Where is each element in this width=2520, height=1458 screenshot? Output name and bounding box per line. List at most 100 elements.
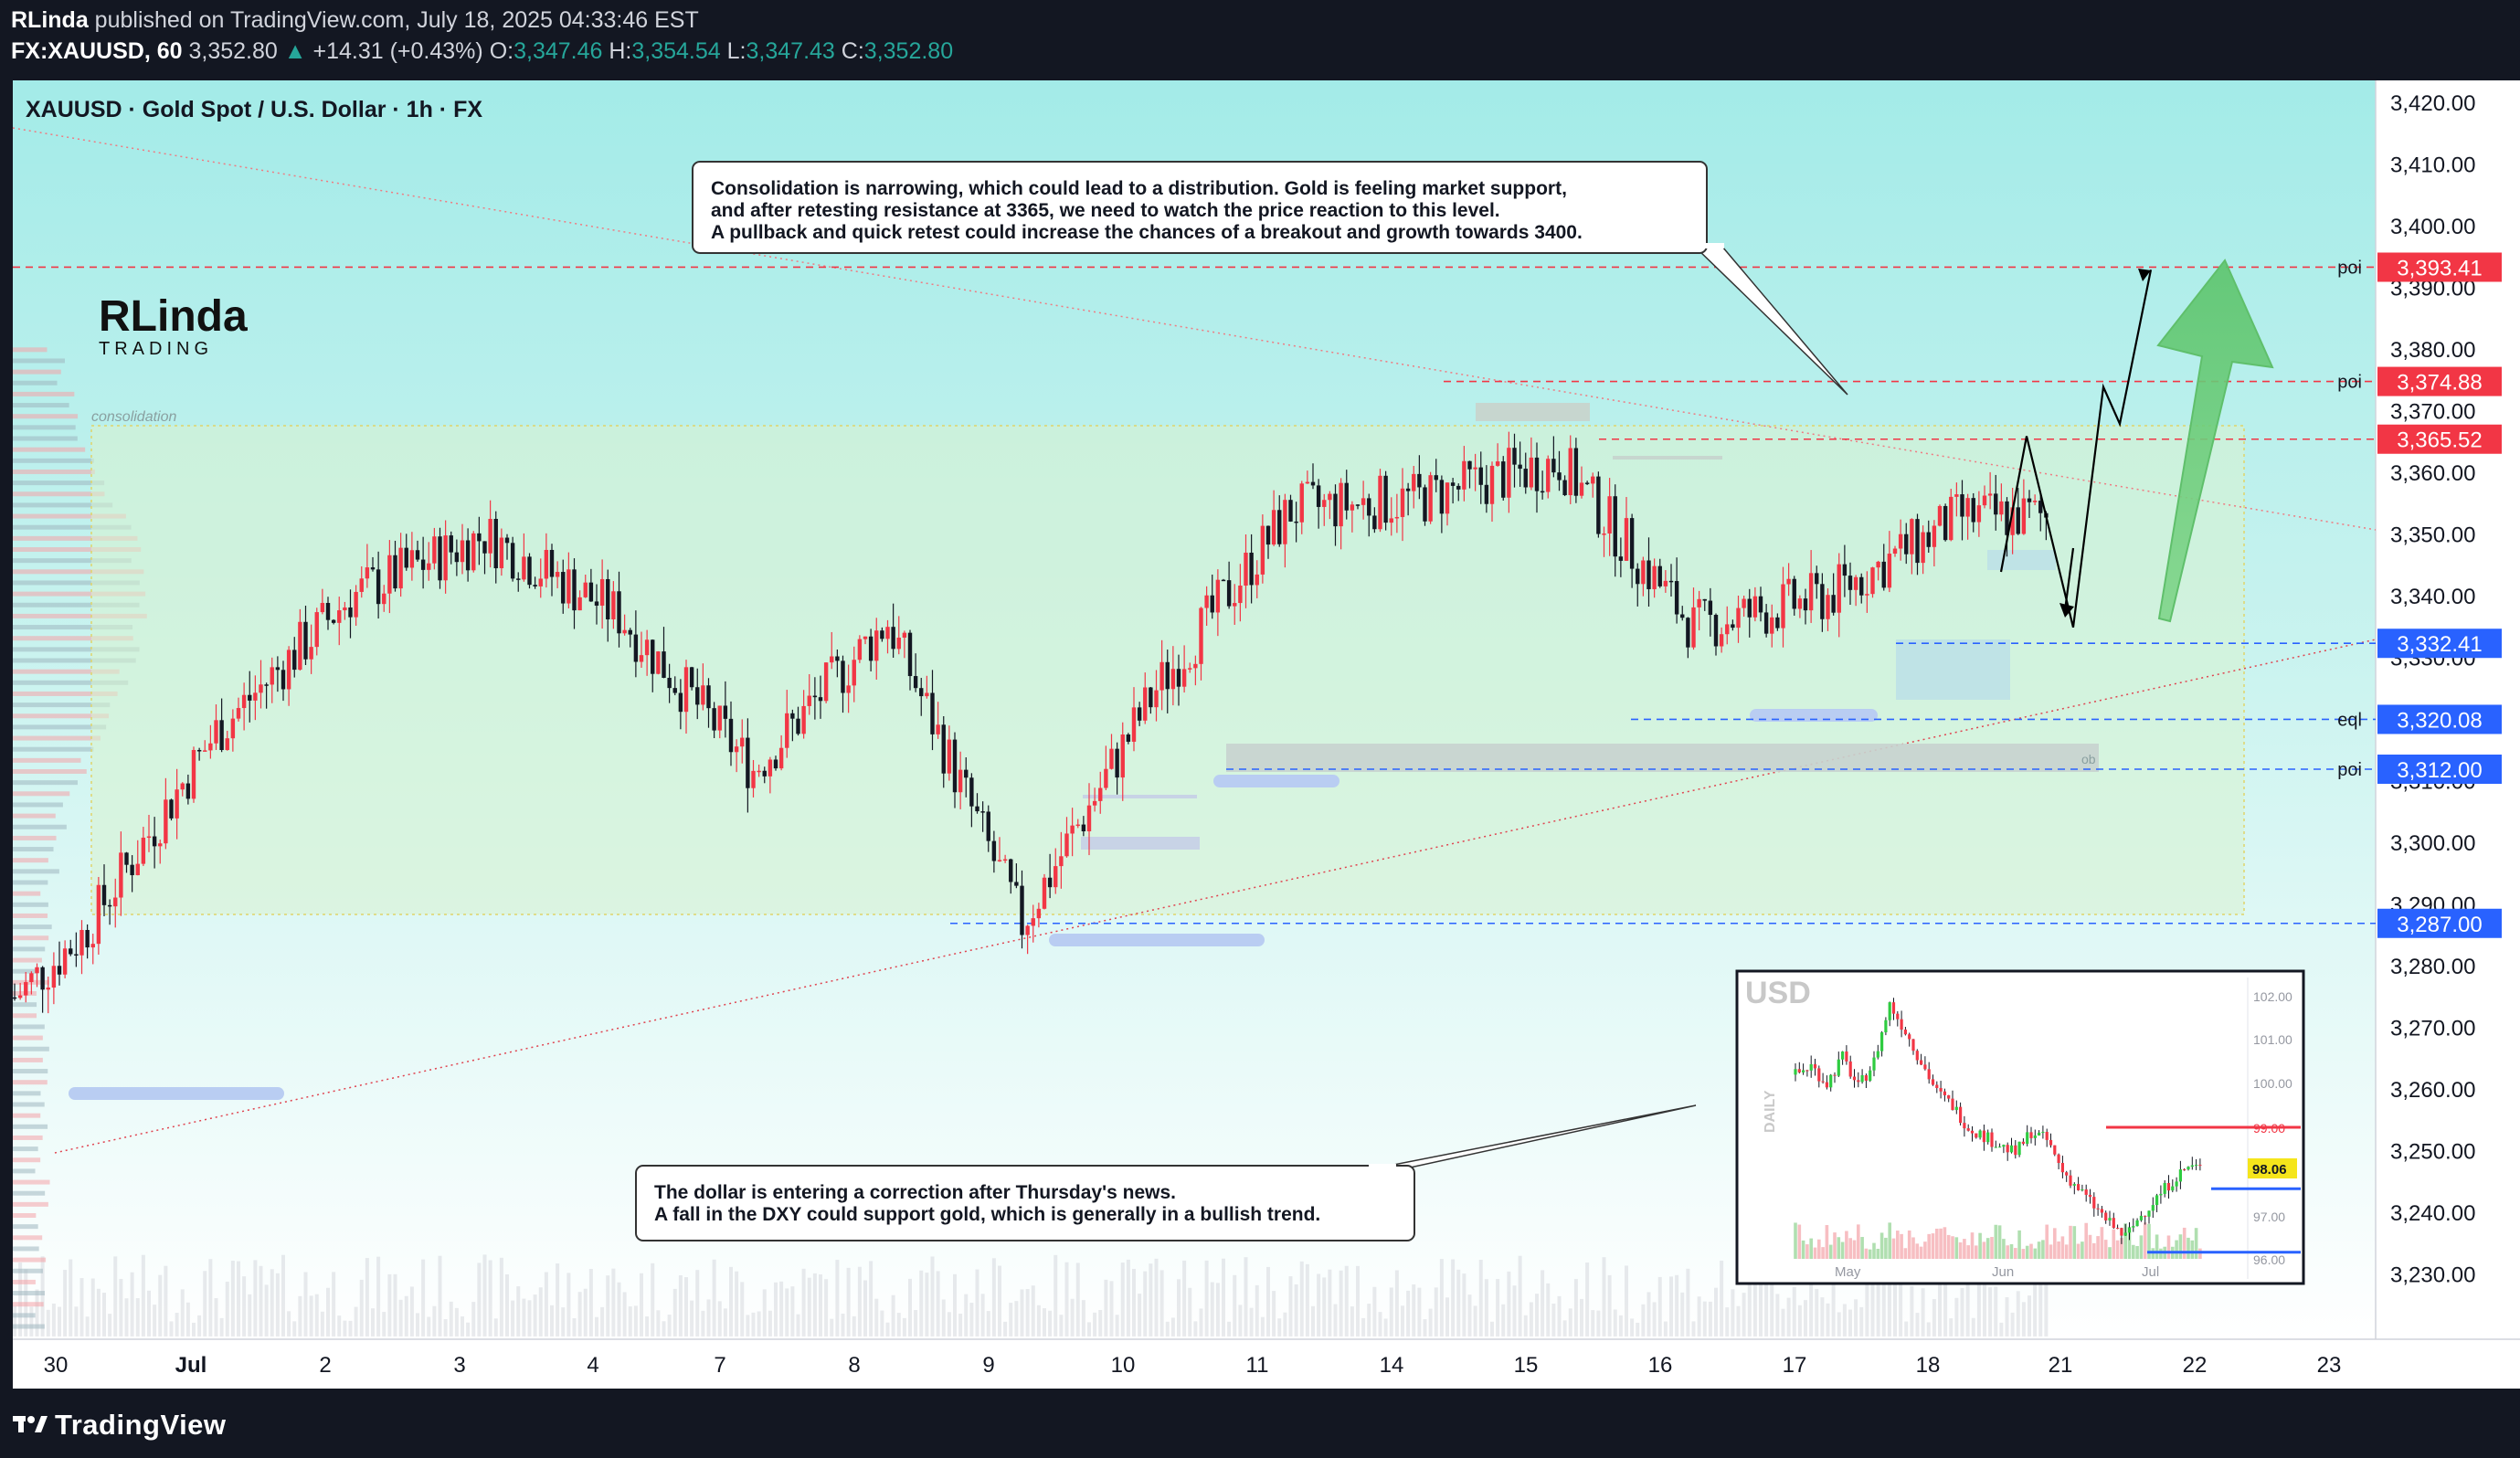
inset-volume-bar xyxy=(2069,1225,2072,1259)
dxy-inset-chart[interactable]: USD DAILY 102.00 101.00 100.00 99.00 97.… xyxy=(1735,969,2305,1285)
candle-body xyxy=(1820,584,1825,619)
candle-body xyxy=(941,724,946,774)
volume-bar xyxy=(1188,1287,1192,1336)
candle-body xyxy=(857,639,863,660)
inset-volume-bar xyxy=(2186,1237,2190,1259)
candle-body xyxy=(1921,532,1925,564)
inset-volume-bar xyxy=(1907,1230,1911,1259)
ascending-trendline[interactable] xyxy=(54,639,2377,1154)
candle-body xyxy=(2005,501,2009,535)
volume-bar xyxy=(46,1309,50,1336)
inset-candle xyxy=(2120,1228,2123,1236)
forecast-path[interactable] xyxy=(1999,269,2153,629)
symbol-name[interactable]: FX:XAUUSD, 60 xyxy=(11,38,183,64)
candle-body xyxy=(309,647,313,660)
candle-body xyxy=(180,783,185,790)
chart-svg[interactable]: consolidation ob 3,230.00 3,240.00 3,250.0… xyxy=(0,80,2520,1389)
candle-body xyxy=(1316,485,1321,507)
volume-bar xyxy=(1764,1276,1769,1336)
bullish-arrow[interactable] xyxy=(2156,259,2274,623)
inset-candle xyxy=(1963,1123,1966,1129)
inset-tick: 102.00 xyxy=(2253,989,2292,1004)
volume-bar xyxy=(1507,1271,1511,1336)
zone-blue-thin-2[interactable] xyxy=(1081,837,1200,850)
candle-body xyxy=(572,569,577,611)
zone-lightblue-1[interactable] xyxy=(1896,639,2010,700)
bottom-callout[interactable]: The dollar is entering a correction afte… xyxy=(635,1104,1697,1241)
liquidity-bar-4[interactable] xyxy=(1750,709,1878,722)
volume-bar xyxy=(1227,1321,1232,1336)
zone-blue-thin-1[interactable] xyxy=(1083,795,1197,798)
candle-body xyxy=(264,684,269,686)
zone-top-grey[interactable] xyxy=(1476,403,1590,421)
volume-bar xyxy=(695,1270,700,1336)
volume-bar xyxy=(1657,1276,1662,1336)
level-tag: eql xyxy=(2337,710,2362,730)
volume-bar xyxy=(1260,1316,1265,1336)
zone-poi-3312[interactable] xyxy=(1226,744,2099,772)
candle-body xyxy=(695,687,700,705)
candle-body xyxy=(880,630,884,639)
zone-lightblue-2[interactable] xyxy=(1987,550,2056,570)
candle-body xyxy=(1188,668,1192,670)
chart-area[interactable]: consolidation ob 3,230.00 3,240.00 3,250.0… xyxy=(0,80,2520,1389)
volume-bar xyxy=(538,1287,543,1336)
low-value: 3,347.43 xyxy=(746,38,835,64)
volume-bar xyxy=(404,1295,408,1336)
candle-body xyxy=(606,578,610,619)
descending-trendline[interactable] xyxy=(12,127,2377,531)
volume-bar xyxy=(1625,1265,1628,1336)
volume-bar xyxy=(1048,1310,1053,1336)
volume-bar xyxy=(35,1289,39,1336)
candle-body xyxy=(1170,669,1176,690)
volume-bar xyxy=(477,1263,482,1336)
zone-grey-thin[interactable] xyxy=(1613,456,1722,460)
inset-candle xyxy=(2147,1210,2151,1217)
volume-bar xyxy=(1356,1265,1360,1336)
price-label-text: 3,365.52 xyxy=(2397,428,2482,453)
inset-volume-bar xyxy=(2029,1243,2033,1259)
candle-body xyxy=(1456,485,1461,490)
candle-body xyxy=(1870,567,1875,595)
price-label-badge xyxy=(2377,704,2502,734)
candle-body xyxy=(902,632,907,638)
volume-bar xyxy=(141,1254,145,1336)
volume-bar xyxy=(1820,1297,1825,1336)
inset-volume-bar xyxy=(1840,1241,1845,1259)
liquidity-bar-2[interactable] xyxy=(1049,934,1265,946)
tradingview-brand[interactable]: TradingView xyxy=(13,1409,234,1442)
volume-bar xyxy=(1043,1308,1046,1336)
footer-bar: TradingView xyxy=(0,1389,2520,1458)
publisher-name[interactable]: RLinda xyxy=(11,7,89,33)
volume-bar xyxy=(180,1289,185,1336)
candle-body xyxy=(1859,576,1864,596)
inset-volume-bar xyxy=(2033,1248,2038,1259)
candle-body xyxy=(835,656,840,661)
close-value: 3,352.80 xyxy=(863,38,954,64)
volume-bar xyxy=(1333,1304,1338,1336)
inset-candle xyxy=(2049,1139,2053,1146)
y-tick-label: 3,300.00 xyxy=(2390,831,2475,856)
volume-bar xyxy=(690,1300,694,1336)
volume-bar xyxy=(1960,1287,1964,1336)
volume-bar xyxy=(1546,1283,1551,1336)
inset-candle xyxy=(1833,1074,1837,1076)
top-callout[interactable]: Consolidation is narrowing, which could … xyxy=(692,161,1848,396)
candle-body xyxy=(1982,495,1987,506)
volume-bar xyxy=(819,1274,822,1336)
candle-body xyxy=(1725,624,1730,635)
time-axis[interactable] xyxy=(13,1339,2520,1389)
candle-body xyxy=(1081,824,1086,832)
candle-body xyxy=(259,684,263,693)
volume-bar xyxy=(645,1315,650,1336)
candle-body xyxy=(1731,624,1735,629)
volume-bar xyxy=(561,1307,566,1336)
y-tick-label: 3,340.00 xyxy=(2390,585,2475,609)
inset-candle xyxy=(2166,1182,2171,1191)
volume-bar xyxy=(1350,1306,1354,1336)
inset-candle xyxy=(1994,1146,1997,1148)
profile-row xyxy=(13,968,37,974)
candle-body xyxy=(566,569,571,604)
liquidity-bar-1[interactable] xyxy=(69,1087,284,1100)
liquidity-bar-3[interactable] xyxy=(1213,775,1339,787)
